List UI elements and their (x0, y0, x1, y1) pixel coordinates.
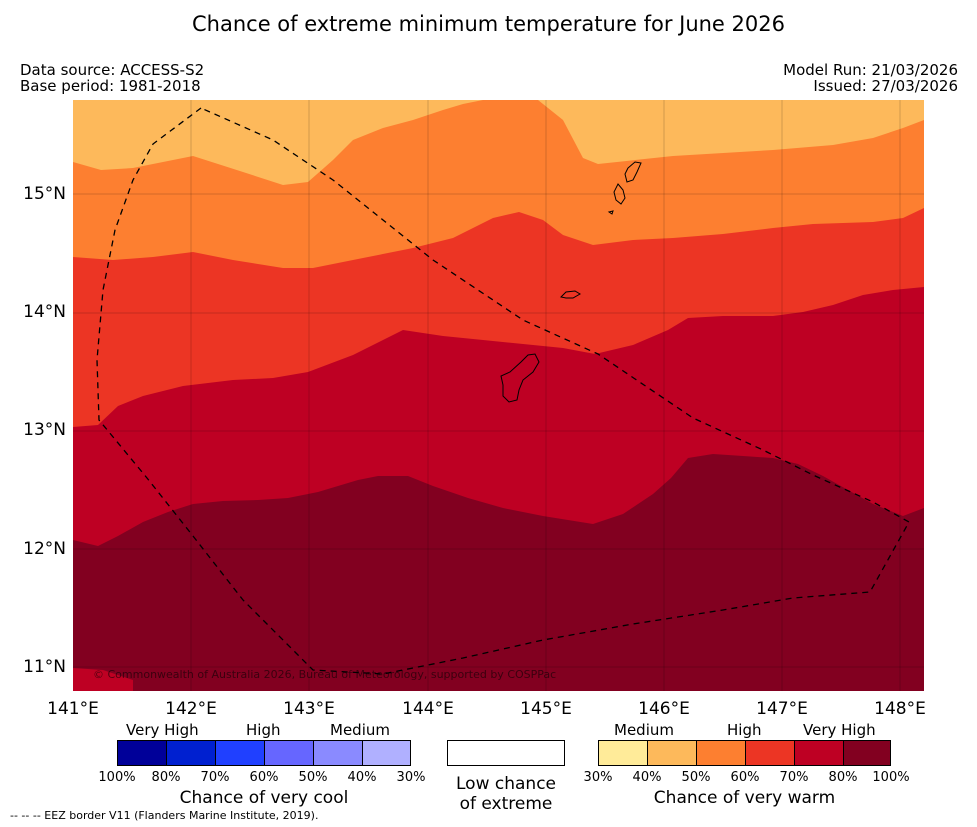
lat-label-12n: 12°N (23, 539, 66, 559)
warm-level-very-high: Very High (803, 721, 876, 739)
warm-level-high: High (727, 721, 762, 739)
lon-label-142e: 142°E (165, 699, 217, 719)
cool-pct-80: 80% (151, 770, 181, 785)
low-chance-caption-line1: Low chance (456, 774, 556, 794)
issued-date: Issued: 27/03/2026 (813, 77, 958, 95)
cool-level-medium: Medium (330, 721, 390, 739)
cool-level-high: High (246, 721, 281, 739)
aguijan-islet (607, 210, 614, 215)
eez-border-note: -- -- -- EEZ border V11 (Flanders Marine… (10, 809, 319, 822)
low-chance-caption-line2: of extreme (459, 794, 553, 814)
cool-pct-50: 50% (298, 770, 328, 785)
cool-level-very-high: Very High (126, 721, 199, 739)
lat-label-15n: 15°N (23, 184, 66, 204)
copyright-notice: © Commonwealth of Australia 2026, Bureau… (93, 668, 556, 681)
lon-label-147e: 147°E (756, 699, 808, 719)
warm-level-medium: Medium (614, 721, 674, 739)
band-70-80 (73, 454, 924, 691)
lat-label-14n: 14°N (23, 302, 66, 322)
lon-label-143e: 143°E (283, 699, 335, 719)
cool-swatch-30-40 (362, 740, 411, 766)
warm-caption: Chance of very warm (653, 788, 836, 808)
lat-label-11n: 11°N (23, 657, 66, 677)
cool-pct-100: 100% (98, 770, 136, 785)
cool-swatch-70-80 (166, 740, 216, 766)
warm-pct-80: 80% (828, 770, 858, 785)
cool-pct-30: 30% (396, 770, 426, 785)
warm-pct-50: 50% (681, 770, 711, 785)
cool-caption: Chance of very cool (179, 788, 349, 808)
warm-swatch-60-70 (745, 740, 795, 766)
lon-label-148e: 148°E (874, 699, 926, 719)
base-period: Base period: 1981-2018 (20, 77, 201, 95)
lat-label-13n: 13°N (23, 420, 66, 440)
tinian-island (613, 183, 626, 205)
cool-swatch-50-60 (264, 740, 314, 766)
cool-swatch-60-70 (215, 740, 265, 766)
low-chance-swatch (447, 740, 565, 766)
warm-pct-100: 100% (872, 770, 910, 785)
warm-swatch-70-80 (794, 740, 844, 766)
forecast-map[interactable]: © Commonwealth of Australia 2026, Bureau… (73, 100, 924, 691)
warm-swatch-40-50 (647, 740, 697, 766)
cool-pct-40: 40% (347, 770, 377, 785)
eez-border (96, 107, 910, 675)
cool-swatch-80-100 (117, 740, 167, 766)
graticule (73, 100, 924, 691)
data-source: Data source: ACCESS-S2 (20, 61, 205, 79)
lon-label-145e: 145°E (520, 699, 572, 719)
warm-pct-70: 70% (779, 770, 809, 785)
warm-pct-30: 30% (583, 770, 613, 785)
lon-label-141e: 141°E (47, 699, 99, 719)
warm-swatch-30-40 (598, 740, 648, 766)
lon-label-146e: 146°E (638, 699, 690, 719)
cool-pct-70: 70% (200, 770, 230, 785)
saipan-island (624, 161, 642, 183)
guam-island (500, 353, 540, 403)
cool-swatch-40-50 (313, 740, 363, 766)
warm-pct-60: 60% (730, 770, 760, 785)
rota-island (559, 290, 581, 299)
islands (500, 161, 642, 403)
band-bottom-left-80 (73, 668, 133, 691)
map-title: Chance of extreme minimum temperature fo… (192, 12, 785, 36)
model-run: Model Run: 21/03/2026 (783, 61, 958, 79)
cool-pct-60: 60% (249, 770, 279, 785)
warm-swatch-80-100 (843, 740, 891, 766)
lon-label-144e: 144°E (402, 699, 454, 719)
warm-swatch-50-60 (696, 740, 746, 766)
warm-pct-40: 40% (632, 770, 662, 785)
